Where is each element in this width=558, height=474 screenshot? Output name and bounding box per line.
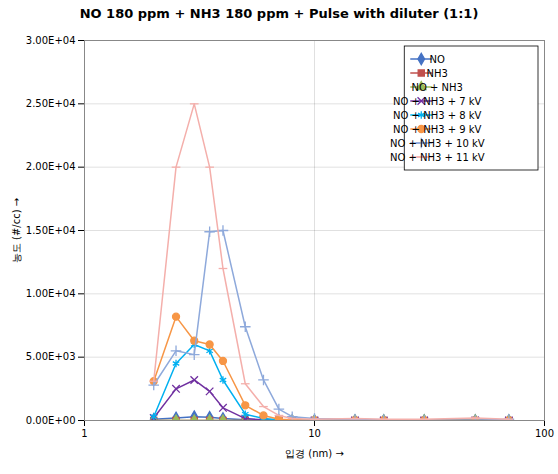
svg-text:1.00E+04: 1.00E+04 xyxy=(26,288,76,299)
svg-text:NO + NH3 + 8 kV: NO + NH3 + 8 kV xyxy=(393,110,482,121)
svg-text:1: 1 xyxy=(81,428,87,439)
svg-text:100: 100 xyxy=(535,428,554,439)
svg-text:0.00E+00: 0.00E+00 xyxy=(26,415,76,426)
svg-text:농도 (#/cc) →: 농도 (#/cc) → xyxy=(11,198,22,263)
svg-text:NO + NH3 + 10 kV: NO + NH3 + 10 kV xyxy=(390,138,485,149)
svg-text:NH3: NH3 xyxy=(427,68,448,79)
svg-text:2.50E+04: 2.50E+04 xyxy=(26,98,76,109)
svg-text:입경 (nm) →: 입경 (nm) → xyxy=(285,448,344,459)
svg-text:NO + NH3 + 7 kV: NO + NH3 + 7 kV xyxy=(393,96,482,107)
svg-text:NO + NH3 + 9 kV: NO + NH3 + 9 kV xyxy=(393,124,482,135)
svg-text:5.00E+03: 5.00E+03 xyxy=(26,351,76,362)
html-text:NO 180 ppm + NH3 180 ppm + Pul: NO 180 ppm + NH3 180 ppm + Pulse with di… xyxy=(79,6,479,21)
svg-text:NO: NO xyxy=(430,54,445,65)
svg-text:1.50E+04: 1.50E+04 xyxy=(26,225,76,236)
svg-text:3.00E+04: 3.00E+04 xyxy=(26,35,76,46)
svg-text:10: 10 xyxy=(308,428,321,439)
svg-text:NO + NH3: NO + NH3 xyxy=(412,82,463,93)
svg-text:NO + NH3 + 11 kV: NO + NH3 + 11 kV xyxy=(390,152,485,163)
svg-text:2.00E+04: 2.00E+04 xyxy=(26,161,76,172)
